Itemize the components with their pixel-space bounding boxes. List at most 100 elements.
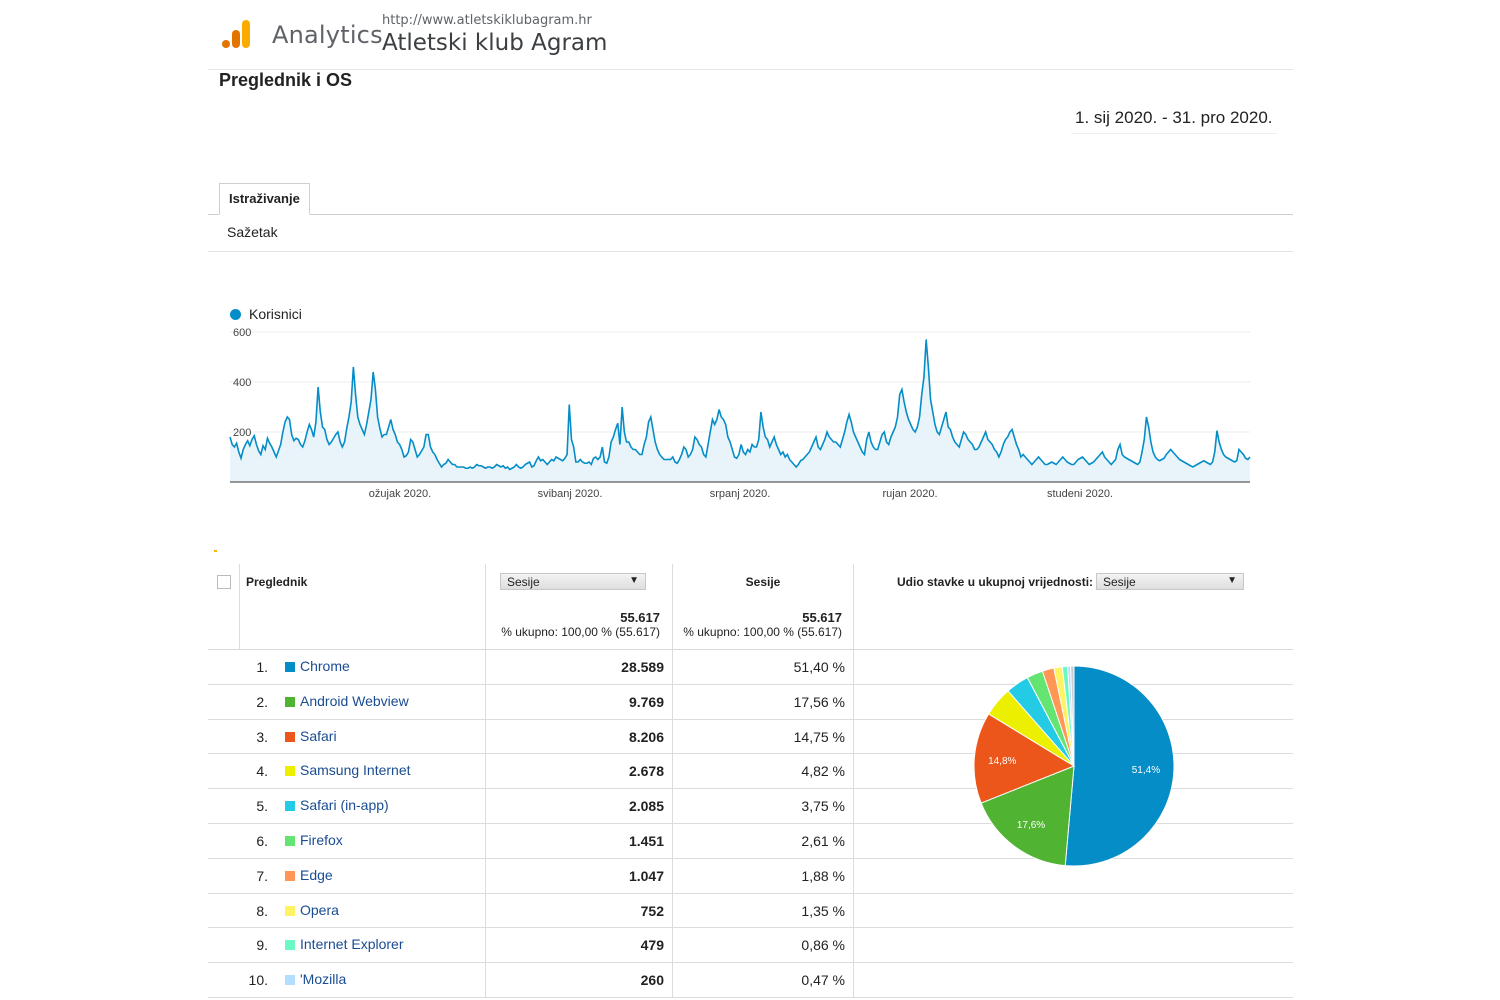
table-row[interactable]: 6. Firefox 1.451 2,61 %	[208, 824, 1293, 859]
pie-slice-chrome	[1064, 665, 1175, 867]
divider	[672, 650, 673, 998]
subtab-row: Sažetak	[208, 215, 1293, 252]
dropdown-arrow-icon: ▼	[629, 575, 639, 586]
total-1: 55.617	[620, 610, 660, 625]
table-row[interactable]: 7. Edge 1.047 1,88 %	[208, 859, 1293, 894]
sessions-percent: 0,47 %	[801, 972, 845, 989]
pie-slice-android-webview	[980, 765, 1075, 867]
sessions-percent: 0,86 %	[801, 937, 845, 954]
report-tabs: Istraživanje	[208, 183, 1293, 215]
x-tick-label: studeni 2020.	[1047, 488, 1113, 500]
sessions-percent: 1,35 %	[801, 902, 845, 919]
sessions-value: 479	[640, 937, 664, 954]
total-2: 55.617	[802, 610, 842, 625]
date-range-picker[interactable]: 1. sij 2020. - 31. pro 2020.	[1071, 108, 1277, 134]
browser-link[interactable]: Samsung Internet	[300, 762, 411, 779]
divider	[485, 564, 486, 650]
row-rank: 9.	[256, 937, 268, 954]
sessions-percent: 1,88 %	[801, 867, 845, 884]
table-row[interactable]: 2. Android Webview 9.769 17,56 %	[208, 685, 1293, 720]
share-select-value: Sesije	[1103, 575, 1136, 589]
color-swatch-icon	[285, 905, 295, 916]
browser-link[interactable]: Opera	[300, 901, 339, 918]
color-swatch-icon	[285, 731, 295, 742]
sessions-percent: 3,75 %	[801, 798, 845, 815]
browser-link[interactable]: Firefox	[300, 831, 343, 848]
row-rank: 1.	[256, 659, 268, 675]
tab-istrazivanje[interactable]: Istraživanje	[219, 183, 310, 215]
color-swatch-icon	[285, 801, 295, 812]
site-name[interactable]: Atletski klub Agram	[382, 30, 608, 56]
sessions-value: 752	[640, 902, 664, 919]
color-swatch-icon	[285, 766, 295, 777]
y-tick-label: 600	[233, 327, 251, 339]
sessions-value: 8.206	[628, 728, 664, 745]
app-header: Analytics http://www.atletskiklubagram.h…	[208, 0, 1293, 70]
row-rank: 5.	[256, 798, 268, 815]
row-rank: 10.	[248, 972, 268, 989]
browser-link[interactable]: Chrome	[300, 658, 350, 674]
y-tick-label: 200	[233, 427, 251, 439]
table-row[interactable]: 9. Internet Explorer 479 0,86 %	[208, 928, 1293, 964]
metric-select-value: Sesije	[507, 575, 540, 589]
users-line-chart[interactable]: 200 400 600 ožujak 2020. svibanj 2020. srpanj…	[225, 325, 1255, 505]
subtab-sazetak[interactable]: Sažetak	[227, 224, 278, 240]
divider	[239, 564, 240, 650]
color-swatch-icon	[285, 696, 295, 707]
page-title: Preglednik i OS	[219, 70, 353, 90]
sessions-value: 9.769	[628, 693, 664, 710]
y-tick-label: 400	[233, 377, 251, 389]
share-select[interactable]: Sesije ▼	[1096, 573, 1244, 590]
sessions-value: 1.451	[628, 832, 664, 849]
chart-legend[interactable]: Korisnici	[230, 306, 302, 322]
sessions-value: 260	[640, 972, 664, 989]
product-name[interactable]: Analytics	[272, 21, 383, 49]
sessions-percent: 2,61 %	[801, 832, 845, 849]
legend-label: Korisnici	[249, 306, 302, 322]
table-row[interactable]: 10. 'Mozilla 260 0,47 %	[208, 963, 1293, 998]
browser-link[interactable]: Safari (in-app)	[300, 797, 389, 814]
x-tick-label: srpanj 2020.	[710, 488, 771, 500]
sessions-value: 1.047	[628, 867, 664, 884]
browser-link[interactable]: 'Mozilla	[300, 971, 347, 988]
row-rank: 6.	[256, 832, 268, 849]
row-rank: 8.	[256, 902, 268, 919]
table-row[interactable]: 4. Samsung Internet 2.678 4,82 %	[208, 754, 1293, 790]
legend-dot-icon	[230, 308, 241, 320]
table-row[interactable]: 3. Safari 8.206 14,75 %	[208, 720, 1293, 755]
series-line-korisnici	[229, 339, 1251, 471]
sessions-percent: 17,56 %	[793, 693, 845, 710]
table-header: Preglednik Sesije ▼ 55.617 % ukupno: 100…	[208, 564, 1293, 650]
browser-link[interactable]: Edge	[300, 866, 333, 883]
color-swatch-icon	[285, 662, 295, 672]
divider	[485, 650, 486, 998]
total-2-sub: % ukupno: 100,00 % (55.617)	[683, 625, 842, 639]
table-row[interactable]: 1. Chrome 28.589 51,40 %	[208, 650, 1293, 685]
share-label: Udio stavke u ukupnoj vrijednosti:	[897, 575, 1094, 589]
pie-slice-label: 17,6%	[1017, 820, 1045, 831]
browser-link[interactable]: Internet Explorer	[300, 936, 404, 953]
row-rank: 3.	[256, 728, 268, 745]
x-tick-label: ožujak 2020.	[369, 488, 431, 500]
sessions-value: 2.085	[628, 798, 664, 815]
sessions-percent: 51,40 %	[793, 659, 845, 675]
sessions-percent: 14,75 %	[793, 728, 845, 745]
browser-link[interactable]: Safari	[300, 727, 337, 744]
pie-slice-label: 14,8%	[988, 756, 1016, 767]
color-swatch-icon	[285, 835, 295, 846]
select-all-checkbox[interactable]	[217, 575, 231, 589]
analytics-logo-icon[interactable]	[222, 18, 254, 50]
browser-table: Preglednik Sesije ▼ 55.617 % ukupno: 100…	[208, 564, 1293, 998]
logo-dot	[222, 40, 230, 48]
col-header-browser[interactable]: Preglednik	[246, 575, 308, 589]
browser-link[interactable]: Android Webview	[300, 692, 409, 709]
metric-select[interactable]: Sesije ▼	[500, 573, 646, 590]
table-row[interactable]: 5. Safari (in-app) 2.085 3,75 %	[208, 789, 1293, 824]
decorative-mark	[214, 550, 217, 552]
total-1-sub: % ukupno: 100,00 % (55.617)	[501, 625, 660, 639]
col-header-sessions[interactable]: Sesije	[745, 575, 781, 589]
share-pie-chart[interactable]: 51,4% 17,6% 14,8%	[960, 650, 1190, 880]
table-row[interactable]: 8. Opera 752 1,35 %	[208, 894, 1293, 929]
site-url[interactable]: http://www.atletskiklubagram.hr	[382, 13, 592, 28]
divider	[672, 564, 673, 650]
